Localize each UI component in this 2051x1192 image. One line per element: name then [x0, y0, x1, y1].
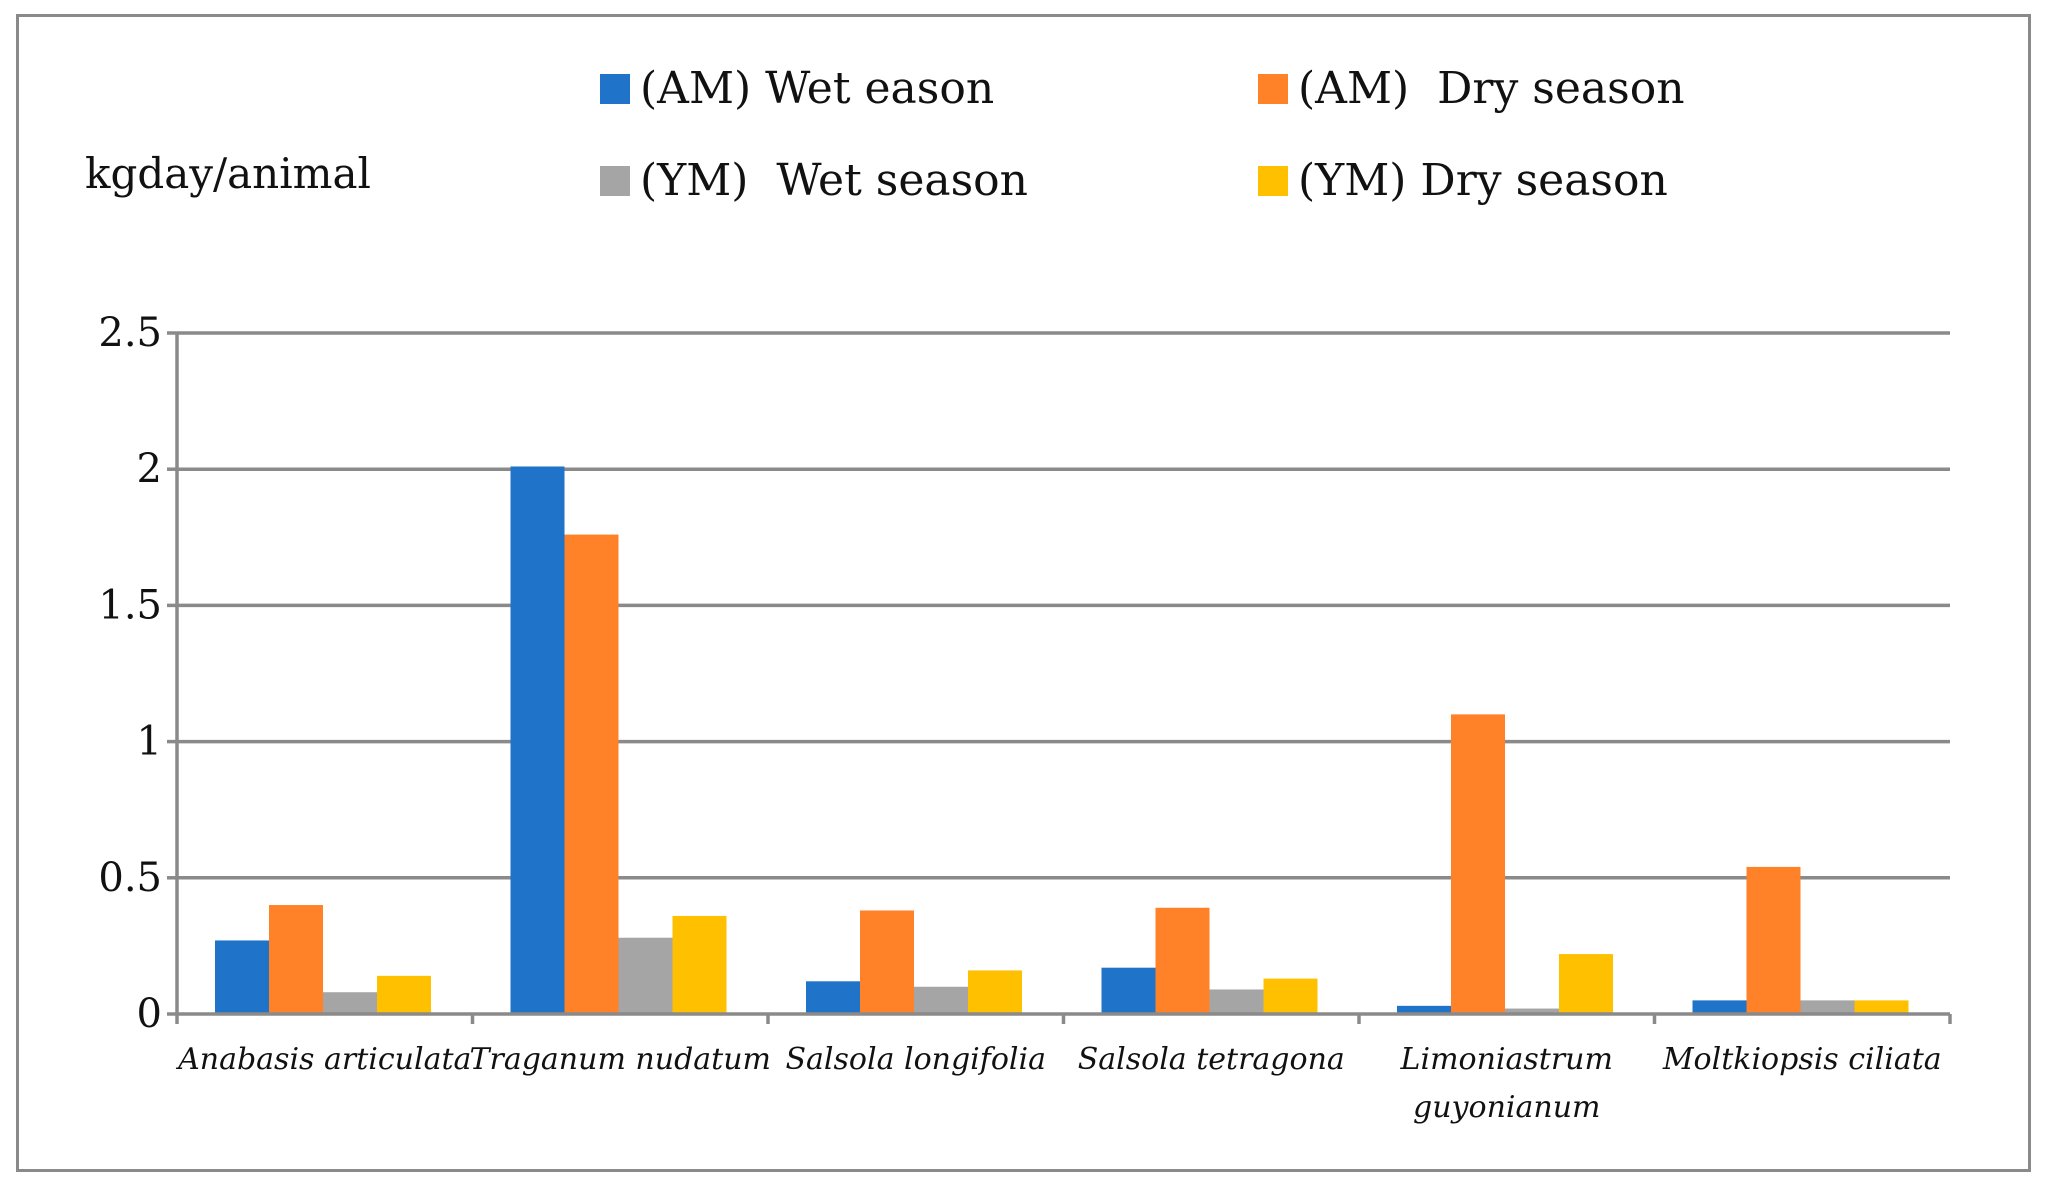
y-tick-label: 2.5: [98, 310, 162, 356]
bar-ym-dry-season-0: [377, 975, 431, 1014]
bar-ym-wet-season-3: [1209, 989, 1264, 1014]
gridlines: [177, 331, 1950, 880]
legend-label: (YM) Dry season: [1298, 155, 1668, 206]
bar-am-wet-eason-2: [806, 981, 860, 1014]
axes: [167, 331, 1952, 1024]
bar-ym-dry-season-4: [1559, 954, 1613, 1014]
bar-ym-wet-season-4: [1505, 1008, 1559, 1014]
chart-frame: [16, 14, 2031, 1172]
bar-ym-dry-season-1: [672, 915, 727, 1014]
bar-am-wet-eason-1: [510, 466, 565, 1014]
x-category-label: Salsola longifolia: [785, 1042, 1046, 1077]
y-ticks: 0 0.5 1 1.5 2 2.5: [98, 310, 162, 1037]
bar-am-dry-season-4: [1451, 714, 1505, 1014]
bar-am-wet-eason-5: [1692, 1000, 1747, 1014]
bar-am-wet-eason-4: [1397, 1005, 1451, 1014]
x-category-label: Limoniastrum: [1400, 1042, 1613, 1077]
x-category-label: guyonianum: [1413, 1090, 1600, 1125]
x-category-label: Salsola tetragona: [1078, 1042, 1345, 1077]
legend-swatch: [600, 74, 630, 104]
bar-am-dry-season-0: [269, 905, 323, 1014]
bar-ym-wet-season-2: [914, 986, 968, 1014]
y-tick-label: 1: [137, 719, 162, 765]
x-category-label: Moltkiopsis ciliata: [1662, 1042, 1942, 1077]
bar-ym-wet-season-0: [323, 992, 377, 1014]
bar-ym-dry-season-5: [1854, 1000, 1909, 1014]
legend-label: (YM) Wet season: [640, 155, 1028, 206]
legend: (AM) Wet eason (AM) Dry season (YM) Wet se…: [600, 63, 1685, 206]
legend-swatch: [1258, 166, 1288, 196]
legend-label: (AM) Wet eason: [640, 63, 994, 114]
legend-swatch: [1258, 74, 1288, 104]
bar-ym-dry-season-2: [968, 970, 1022, 1014]
bar-ym-wet-season-5: [1800, 1000, 1855, 1014]
x-category-label: Traganum nudatum: [469, 1042, 771, 1077]
y-tick-label: 2: [137, 446, 162, 492]
bars: [215, 466, 1909, 1014]
x-category-label: Anabasis articulata: [175, 1042, 471, 1077]
y-tick-label: 0: [137, 991, 162, 1037]
y-tick-label: 1.5: [98, 582, 162, 628]
y-tick-label: 0.5: [98, 855, 162, 901]
bar-am-wet-eason-3: [1101, 967, 1156, 1014]
bar-am-dry-season-5: [1746, 866, 1801, 1014]
bar-am-wet-eason-0: [215, 940, 269, 1014]
legend-swatch: [600, 166, 630, 196]
bar-am-dry-season-2: [860, 910, 914, 1014]
bar-am-dry-season-3: [1155, 907, 1210, 1014]
bar-ym-dry-season-3: [1263, 978, 1318, 1014]
legend-label: (AM) Dry season: [1298, 63, 1685, 114]
bar-ym-wet-season-1: [618, 937, 673, 1014]
bar-am-dry-season-1: [564, 534, 619, 1014]
y-axis-label: kgday/animal: [85, 149, 371, 198]
